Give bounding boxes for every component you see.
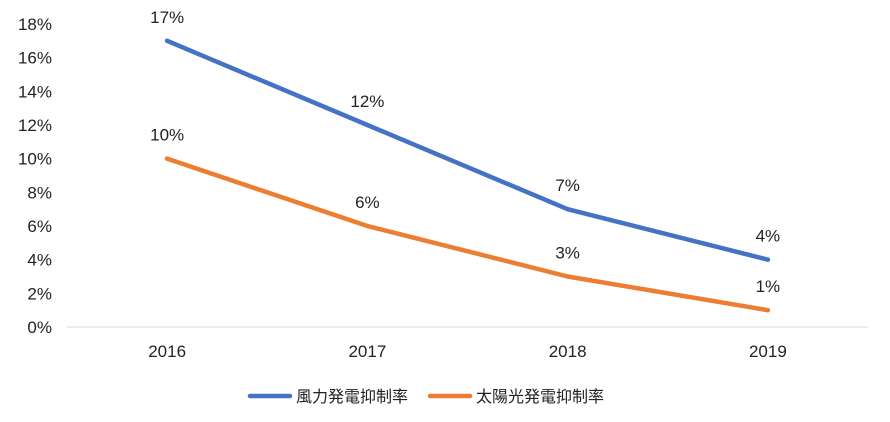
- x-tick-label: 2017: [348, 342, 386, 361]
- x-axis: 2016 2017 2018 2019: [67, 326, 868, 361]
- x-tick-label: 2016: [148, 342, 186, 361]
- data-label: 7%: [555, 176, 580, 195]
- data-point: [365, 122, 370, 128]
- data-point: [565, 274, 570, 279]
- series-layer: [164, 38, 771, 313]
- y-tick-label: 18%: [18, 15, 52, 34]
- data-label: 12%: [350, 92, 384, 111]
- y-tick-label: 4%: [27, 251, 52, 270]
- data-point: [565, 206, 570, 212]
- data-label: 1%: [756, 277, 781, 296]
- data-label: 6%: [355, 193, 380, 212]
- data-point: [765, 257, 771, 262]
- y-tick-label: 16%: [18, 49, 52, 68]
- data-label: 10%: [150, 126, 184, 145]
- data-point: [765, 307, 771, 313]
- series-line: [164, 156, 771, 313]
- y-tick-label: 10%: [18, 150, 52, 169]
- data-labels: 17% 12% 7% 4% 10% 6% 3% 1%: [150, 8, 780, 296]
- data-label: 3%: [555, 244, 580, 263]
- x-tick-label: 2019: [749, 342, 787, 361]
- legend-label: 風力発電抑制率: [296, 387, 408, 406]
- y-axis: 0% 2% 4% 6% 8% 10% 12% 14% 16% 18%: [18, 15, 52, 337]
- data-point: [164, 156, 170, 161]
- legend-label: 太陽光発電抑制率: [476, 387, 604, 406]
- y-tick-label: 12%: [18, 116, 52, 135]
- y-tick-label: 14%: [18, 82, 52, 101]
- y-tick-label: 0%: [27, 318, 52, 337]
- x-tick-label: 2018: [549, 342, 587, 361]
- y-tick-label: 2%: [27, 284, 52, 303]
- y-tick-label: 6%: [27, 217, 52, 236]
- series-line: [164, 38, 771, 262]
- data-label: 4%: [756, 227, 781, 246]
- legend: 風力発電抑制率 太陽光発電抑制率: [247, 387, 604, 406]
- y-tick-label: 8%: [27, 183, 52, 202]
- data-point: [164, 38, 170, 44]
- data-label: 17%: [150, 8, 184, 27]
- data-point: [365, 223, 370, 229]
